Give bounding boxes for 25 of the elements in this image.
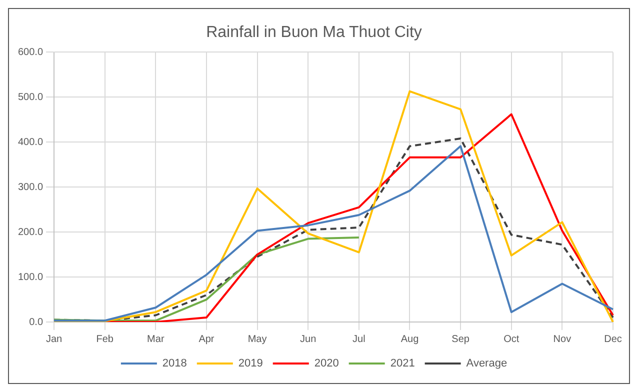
legend-label: 2021 xyxy=(390,358,415,370)
x-tick-label: Jun xyxy=(300,334,316,345)
legend-label: Average xyxy=(466,358,508,370)
x-tick-label: Oct xyxy=(504,334,520,345)
chart-title: Rainfall in Buon Ma Thuot City xyxy=(206,24,422,42)
legend-label: 2020 xyxy=(314,358,339,370)
y-tick-label: 500.0 xyxy=(18,92,44,103)
legend-label: 2019 xyxy=(238,358,263,370)
x-tick-label: Jul xyxy=(352,334,366,345)
x-tick-label: Aug xyxy=(400,334,419,345)
x-tick-label: Apr xyxy=(198,334,215,345)
legend-label: 2018 xyxy=(162,358,187,370)
y-tick-label: 300.0 xyxy=(18,182,44,193)
x-tick-label: Jan xyxy=(46,334,62,345)
y-tick-label: 600.0 xyxy=(18,46,44,58)
x-tick-label: Feb xyxy=(96,334,114,345)
y-tick-label: 0.0 xyxy=(29,316,44,328)
y-tick-label: 100.0 xyxy=(18,272,44,283)
x-tick-label: Sep xyxy=(452,334,470,345)
y-tick-label: 400.0 xyxy=(18,136,44,148)
x-tick-label: Nov xyxy=(553,334,572,345)
x-tick-label: Dec xyxy=(604,334,622,345)
x-tick-label: Mar xyxy=(147,334,165,345)
x-tick-label: May xyxy=(248,334,267,345)
y-tick-label: 200.0 xyxy=(18,226,44,238)
